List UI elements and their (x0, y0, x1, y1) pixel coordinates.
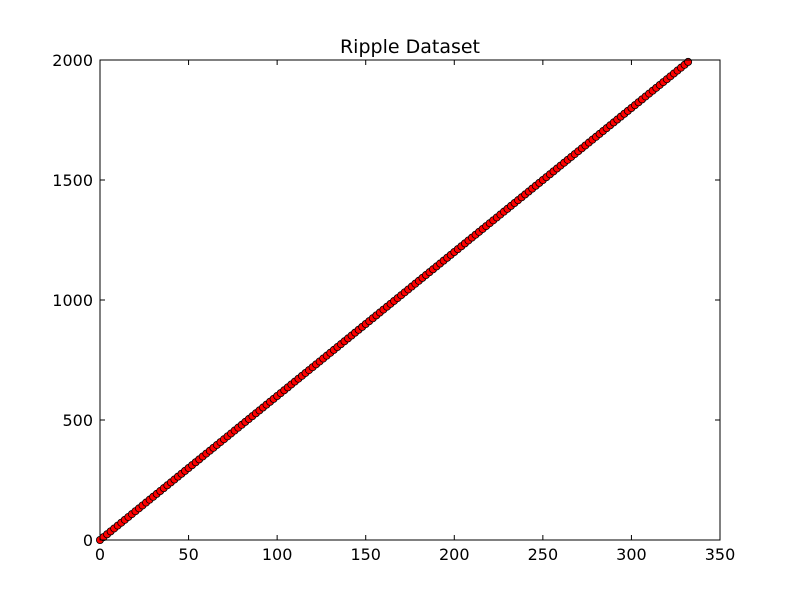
x-tick-label: 100 (262, 545, 293, 564)
x-tick-label: 250 (528, 545, 559, 564)
y-tick-label: 1500 (52, 171, 93, 190)
x-tick-label: 200 (439, 545, 470, 564)
data-points (96, 57, 693, 545)
x-tick-label: 50 (178, 545, 198, 564)
x-tick-label: 0 (95, 545, 105, 564)
plot-frame (99, 59, 721, 541)
x-tick-label: 350 (705, 545, 736, 564)
chart-title: Ripple Dataset (340, 36, 480, 58)
y-tick-label: 0 (83, 531, 93, 550)
axis-ticks: 0 50 100 150 200 250 300 350 0 500 1000 1500 2000 (52, 51, 735, 564)
y-tick-label: 1000 (52, 291, 93, 310)
y-tick-label: 500 (62, 411, 93, 430)
x-tick-label: 300 (616, 545, 647, 564)
y-tick-label: 2000 (52, 51, 93, 70)
data-point (684, 57, 693, 66)
x-tick-label: 150 (350, 545, 381, 564)
